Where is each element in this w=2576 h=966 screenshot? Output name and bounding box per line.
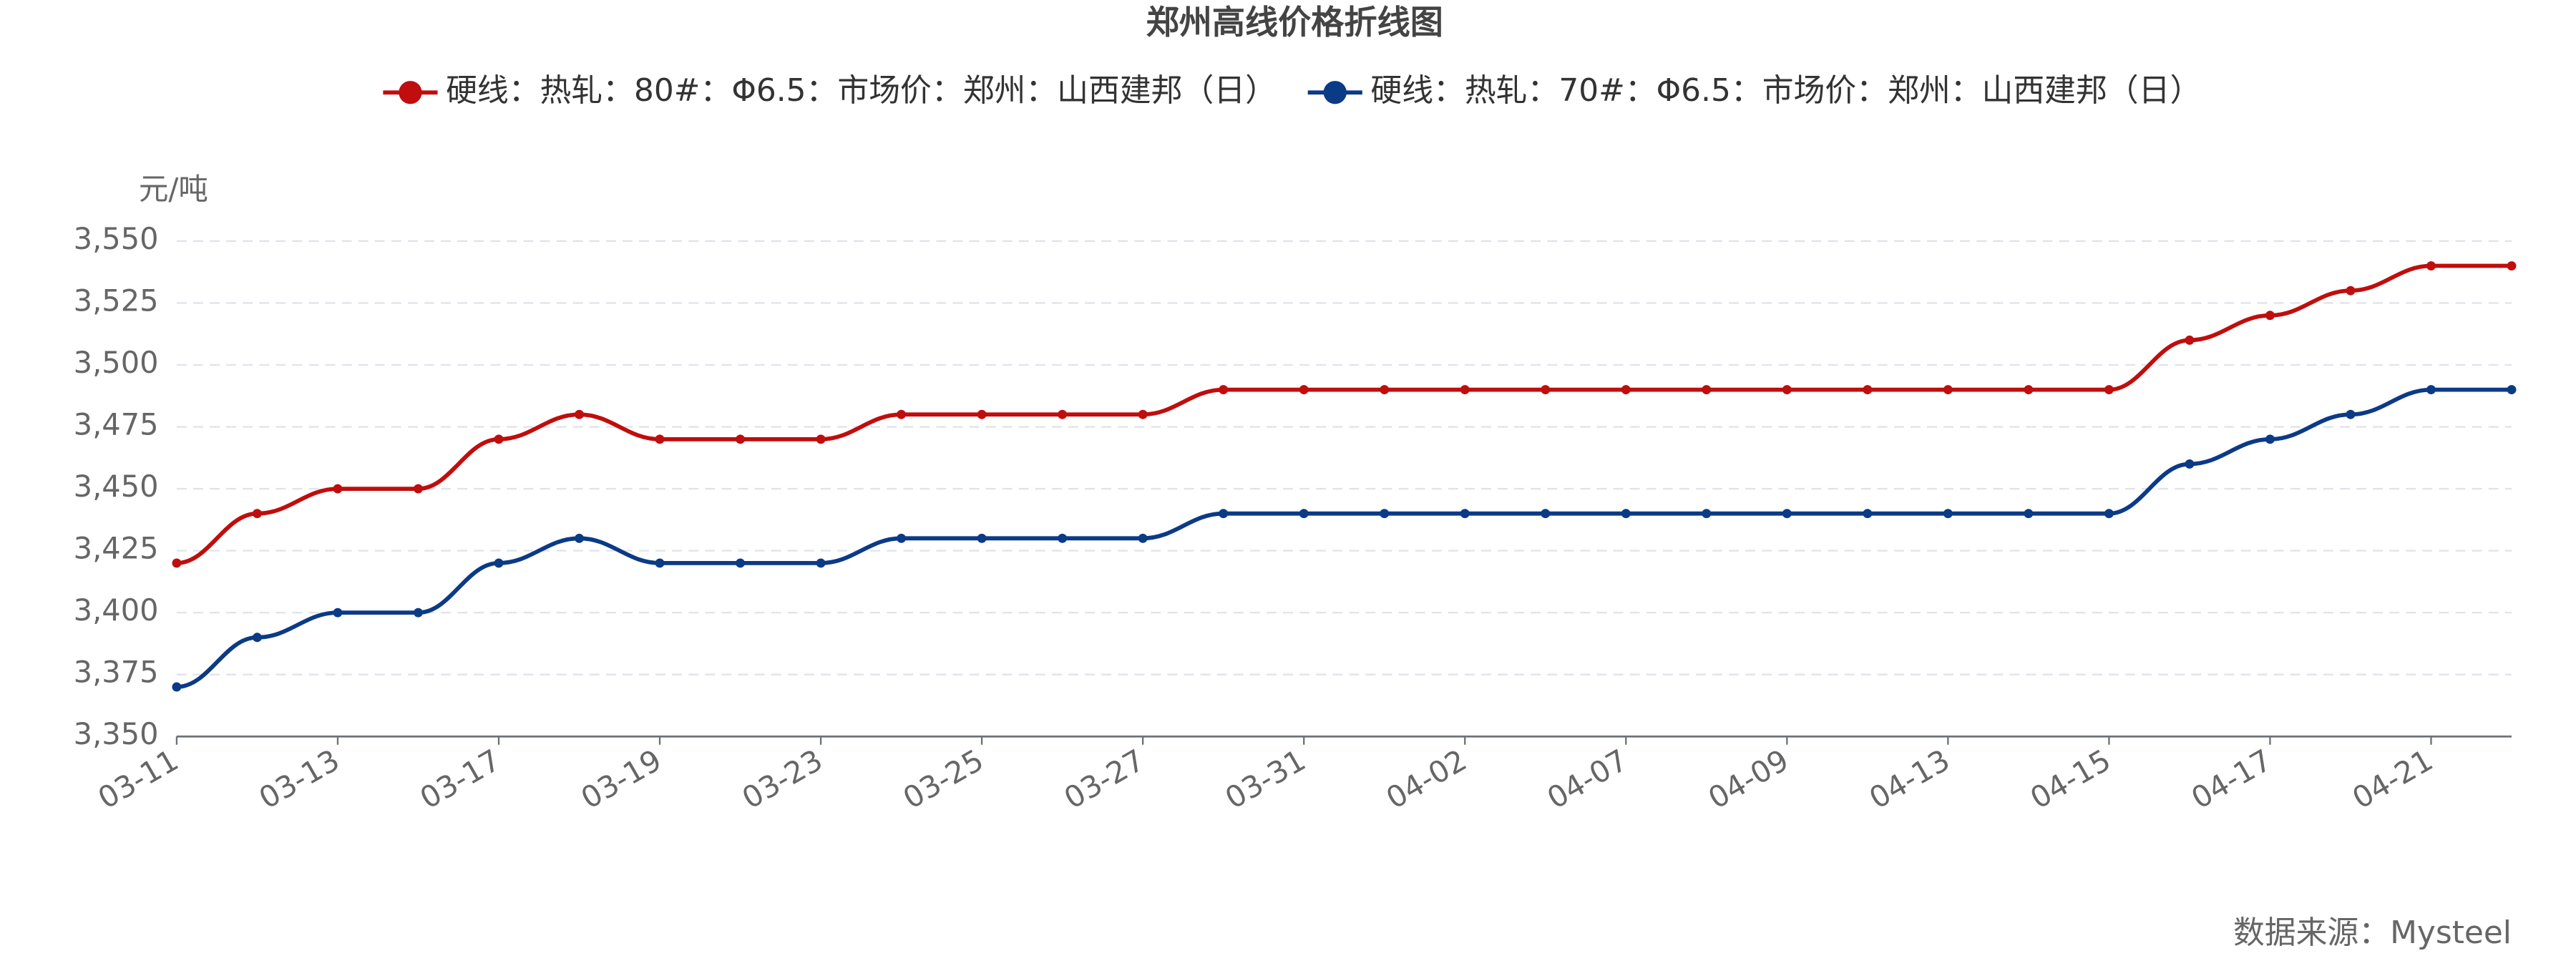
data-point <box>494 434 504 444</box>
data-point <box>1380 509 1390 519</box>
data-point <box>2104 509 2114 519</box>
x-tick-label: 03-13 <box>253 742 345 816</box>
y-axis-label: 元/吨 <box>139 172 208 207</box>
data-point <box>2426 385 2436 395</box>
data-point <box>2024 385 2034 395</box>
y-tick-label: 3,525 <box>74 283 159 318</box>
x-tick-label: 04-13 <box>1863 742 1956 816</box>
data-point <box>1541 509 1551 519</box>
x-tick-label: 03-31 <box>1219 742 1312 816</box>
chart-title: 郑州高线价格折线图 <box>1146 3 1443 42</box>
x-tick-label: 04-02 <box>1380 742 1473 816</box>
data-point <box>575 533 584 543</box>
y-tick-label: 3,500 <box>74 345 159 380</box>
data-point <box>1863 385 1873 395</box>
legend-label: 硬线：热轧：70#：Φ6.5：市场价：郑州：山西建邦（日） <box>1370 72 2201 109</box>
data-point <box>1058 533 1068 543</box>
data-point <box>897 409 907 419</box>
x-tick-label: 03-23 <box>736 742 829 816</box>
data-point <box>1460 509 1470 519</box>
data-point <box>252 633 262 643</box>
data-point <box>1943 509 1953 519</box>
y-tick-label: 3,350 <box>74 716 159 751</box>
data-point <box>2426 261 2436 270</box>
data-point <box>736 558 746 568</box>
y-tick-label: 3,400 <box>74 592 159 628</box>
data-point <box>2507 385 2517 395</box>
data-point <box>1541 385 1551 395</box>
data-point <box>1782 509 1792 519</box>
data-point <box>252 509 262 519</box>
x-tick-label: 04-17 <box>2185 742 2278 816</box>
data-point <box>2185 335 2195 345</box>
series-line <box>176 387 2512 689</box>
data-point <box>1702 509 1712 519</box>
y-tick-label: 3,475 <box>74 407 159 442</box>
legend-marker <box>399 81 422 104</box>
data-point <box>2024 509 2034 519</box>
data-point <box>816 558 826 568</box>
data-point <box>1138 409 1148 419</box>
x-tick-label: 03-27 <box>1058 742 1151 816</box>
legend-item: 硬线：热轧：80#：Φ6.5：市场价：郑州：山西建邦（日） <box>383 72 1277 109</box>
data-point <box>2507 261 2517 270</box>
data-point <box>1299 509 1309 519</box>
data-point <box>736 434 746 444</box>
data-point <box>172 682 182 692</box>
x-tick-label: 04-07 <box>1541 742 1634 816</box>
x-tick-label: 03-11 <box>92 742 184 816</box>
data-point <box>2265 311 2275 321</box>
source-note: 数据来源：Mysteel <box>2233 914 2512 951</box>
data-point <box>1460 385 1470 395</box>
data-point <box>333 608 343 618</box>
data-point <box>1863 509 1873 519</box>
data-point <box>1702 385 1712 395</box>
data-point <box>1621 385 1631 395</box>
legend-item: 硬线：热轧：70#：Φ6.5：市场价：郑州：山西建邦（日） <box>1307 72 2201 109</box>
x-tick-label: 03-17 <box>414 742 507 816</box>
data-point <box>1299 385 1309 395</box>
data-point <box>494 558 504 568</box>
data-point <box>1058 409 1068 419</box>
legend-label: 硬线：热轧：80#：Φ6.5：市场价：郑州：山西建邦（日） <box>446 72 1277 109</box>
data-point <box>977 533 987 543</box>
data-point <box>333 484 343 494</box>
data-point <box>2104 385 2114 395</box>
y-tick-label: 3,450 <box>74 469 159 504</box>
data-point <box>2346 409 2356 419</box>
y-tick-label: 3,375 <box>74 655 159 690</box>
data-point <box>172 558 182 568</box>
data-point <box>1782 385 1792 395</box>
data-point <box>1621 509 1631 519</box>
x-tick-label: 04-15 <box>2024 742 2117 816</box>
data-point <box>655 558 665 568</box>
series-line <box>176 263 2512 565</box>
x-tick-label: 04-21 <box>2346 742 2439 816</box>
x-tick-label: 03-19 <box>575 742 668 816</box>
x-tick-label: 04-09 <box>1702 742 1795 816</box>
data-point <box>1943 385 1953 395</box>
data-point <box>1219 509 1229 519</box>
y-tick-label: 3,550 <box>74 221 159 256</box>
data-point <box>2346 286 2356 296</box>
y-tick-label: 3,425 <box>74 531 159 566</box>
data-point <box>897 533 907 543</box>
data-point <box>1219 385 1229 395</box>
data-point <box>1138 533 1148 543</box>
data-point <box>977 409 987 419</box>
data-point <box>414 608 423 618</box>
legend-marker <box>1323 81 1347 104</box>
data-point <box>655 434 665 444</box>
data-point <box>1380 385 1390 395</box>
x-tick-label: 03-25 <box>897 742 990 816</box>
data-point <box>2185 459 2195 469</box>
data-point <box>816 434 826 444</box>
data-point <box>2265 434 2275 444</box>
data-point <box>414 484 423 494</box>
data-point <box>575 409 584 419</box>
